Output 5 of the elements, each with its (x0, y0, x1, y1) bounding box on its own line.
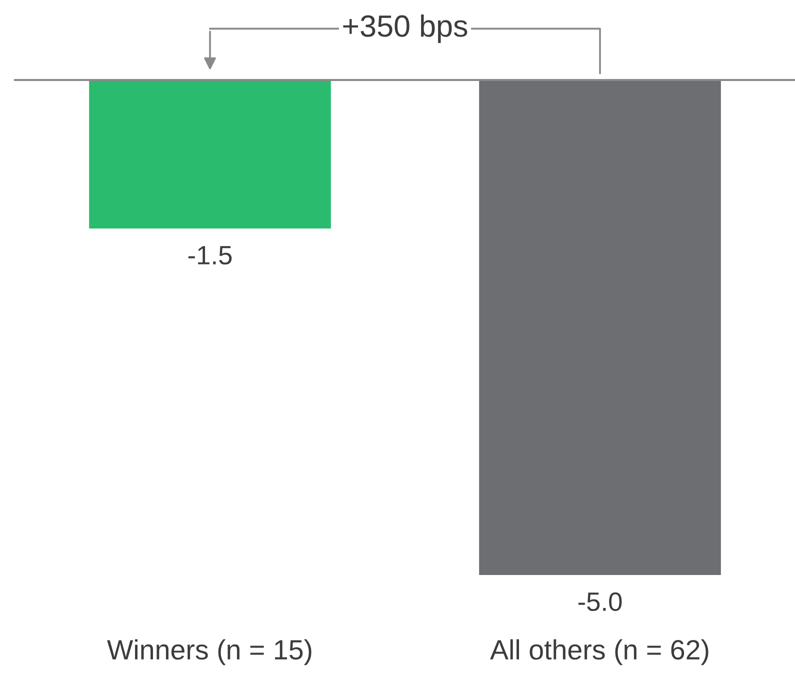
x-tick-label: All others (n = 62) (490, 639, 708, 666)
data-label: -1.5 (188, 246, 232, 265)
text: +350 bps (343, 14, 468, 43)
x-tick-label: Winners (n = 15) (107, 639, 312, 666)
data-label: -5.0 (578, 592, 622, 612)
